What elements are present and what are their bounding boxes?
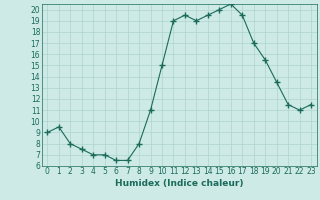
X-axis label: Humidex (Indice chaleur): Humidex (Indice chaleur) [115, 179, 244, 188]
